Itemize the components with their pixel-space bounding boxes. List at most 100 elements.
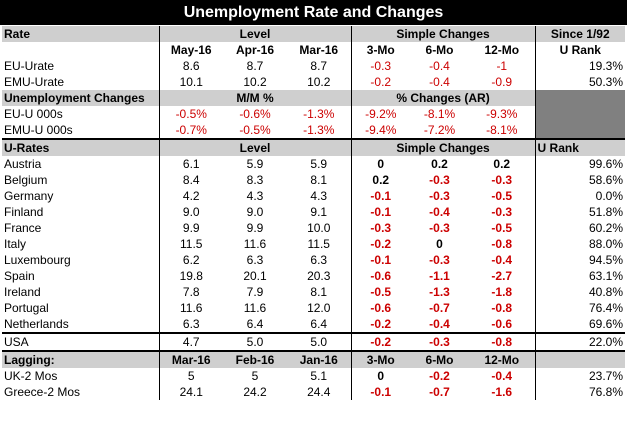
country-row: Italy 11.5 11.6 11.5 -0.2 0 -0.8 88.0% [2,236,626,252]
level-value: 11.6 [243,237,267,251]
row-label: USA [2,332,159,351]
rank-value: 40.8% [534,284,626,300]
change-value: 0.2 [493,157,511,171]
change-value: -0.3 [491,205,513,219]
row-label: Portugal [4,301,49,315]
level-value: 8.4 [158,172,223,188]
mm-value: -1.3% [303,123,335,137]
country-row: Belgium 8.4 8.3 8.1 0.2 -0.3 -0.3 58.6% [2,172,626,188]
row-label: Finland [4,205,44,219]
mm-value: -1.3% [303,107,335,121]
row-label: Luxembourg [4,253,71,267]
level-value: 10.2 [307,75,331,89]
level-value: 7.9 [246,285,264,299]
column-header: 3-Mo [350,350,411,368]
change-value: -0.6 [491,317,513,331]
change-value: -2.7 [491,269,513,283]
rank-header: U Rank [534,42,626,58]
country-row: Finland 9.0 9.0 9.1 -0.1 -0.4 -0.3 51.8% [2,204,626,220]
column-header: Mar-16 [158,350,223,368]
row-label: EU-U 000s [4,107,63,121]
level-value: 5.1 [310,369,328,383]
row-label: Belgium [4,173,48,187]
rank-value: 63.1% [534,268,626,284]
change-value: -1.3 [429,285,450,299]
lagging-row: Greece-2 Mos 24.1 24.2 24.4 -0.1 -0.7 -1.6 76.8… [2,384,626,400]
change-value: -0.9 [491,75,513,89]
mm-value: -0.6% [239,107,271,121]
rank-value: 0.0% [534,188,626,204]
urates-header-row: U-Rates Level Simple Changes U Rank [2,138,626,156]
level-value: 5.0 [223,332,287,351]
change-value: -0.4 [429,59,450,73]
empty-cell [534,90,626,106]
level-value: 8.7 [246,59,264,73]
empty-cell [2,42,159,58]
column-header: Feb-16 [223,350,287,368]
level-value: 4.3 [246,189,264,203]
changes-row: EU-U 000s -0.5% -0.6% -1.3% -9.2% -8.1% -9.3% [2,106,626,122]
level-value: 24.4 [307,385,331,399]
pct-value: -8.1% [486,123,518,137]
level-value: 8.6 [158,58,223,74]
row-label: Germany [4,189,54,203]
change-value: -0.1 [350,204,411,220]
rank-value: 22.0% [534,332,626,351]
rank-value: 60.2% [534,220,626,236]
change-value: -0.3 [350,58,411,74]
level-value: 8.1 [310,173,328,187]
level-value: 11.5 [307,237,330,251]
country-row: Austria 6.1 5.9 5.9 0 0.2 0.2 99.6% [2,156,626,172]
pct-value: -9.2% [350,106,411,122]
rank-value: 23.7% [534,368,626,384]
change-value: -0.8 [491,301,513,315]
rank-value: 76.4% [534,300,626,316]
change-value: -0.2 [350,316,411,333]
rank-value: 99.6% [534,156,626,172]
change-value: -0.3 [429,253,450,267]
level-value: 10.2 [243,75,267,89]
change-value: -0.5 [491,189,513,203]
column-header: 6-Mo [410,350,470,368]
mm-value: -0.5% [239,123,271,137]
change-value: -0.1 [350,384,411,400]
column-header: Jan-16 [287,350,352,368]
level-value: 24.1 [158,384,223,400]
change-value: -0.4 [429,205,450,219]
change-value: -0.2 [429,369,450,383]
level-value: 19.8 [158,268,223,284]
change-value: 0.2 [431,157,448,171]
change-value: -0.8 [469,332,536,351]
level-value: 10.1 [158,74,223,90]
level-value: 5.0 [287,332,352,351]
level-value: 9.9 [246,221,264,235]
level-header: Level [158,26,352,42]
row-label: Netherlands [4,317,69,331]
level-value: 24.2 [243,385,267,399]
row-label: Ireland [4,285,41,299]
level-value: 12.0 [307,301,331,315]
changes-header-label: Unemployment Changes [2,90,159,106]
level-value: 5.9 [246,157,264,171]
country-row: Ireland 7.8 7.9 8.1 -0.5 -1.3 -1.8 40.8% [2,284,626,300]
lagging-header-label: Lagging: [2,350,159,368]
level-value: 6.3 [246,253,264,267]
level-value: 6.4 [310,317,328,331]
rate-row: EMU-Urate 10.1 10.2 10.2 -0.2 -0.4 -0.9 50.3% [2,74,626,90]
change-value: -0.5 [491,221,513,235]
level-value: 8.7 [310,59,328,73]
change-value: -0.8 [491,237,513,251]
level-value: 4.3 [310,189,328,203]
level-value: 11.6 [243,301,267,315]
level-value: 6.4 [246,317,264,331]
level-value: 20.1 [243,269,267,283]
lagging-header-row: Lagging: Mar-16 Feb-16 Jan-16 3-Mo 6-Mo 12-Mo [2,350,626,368]
rank-value: 19.3% [534,58,626,74]
level-value: 9.0 [158,204,223,220]
level-value: 5 [251,369,259,383]
simple-changes-header: Simple Changes [350,26,536,42]
rank-value: 58.6% [534,172,626,188]
empty-cell [534,122,626,139]
change-value: -1 [496,59,508,73]
level-value: 4.7 [158,332,223,351]
